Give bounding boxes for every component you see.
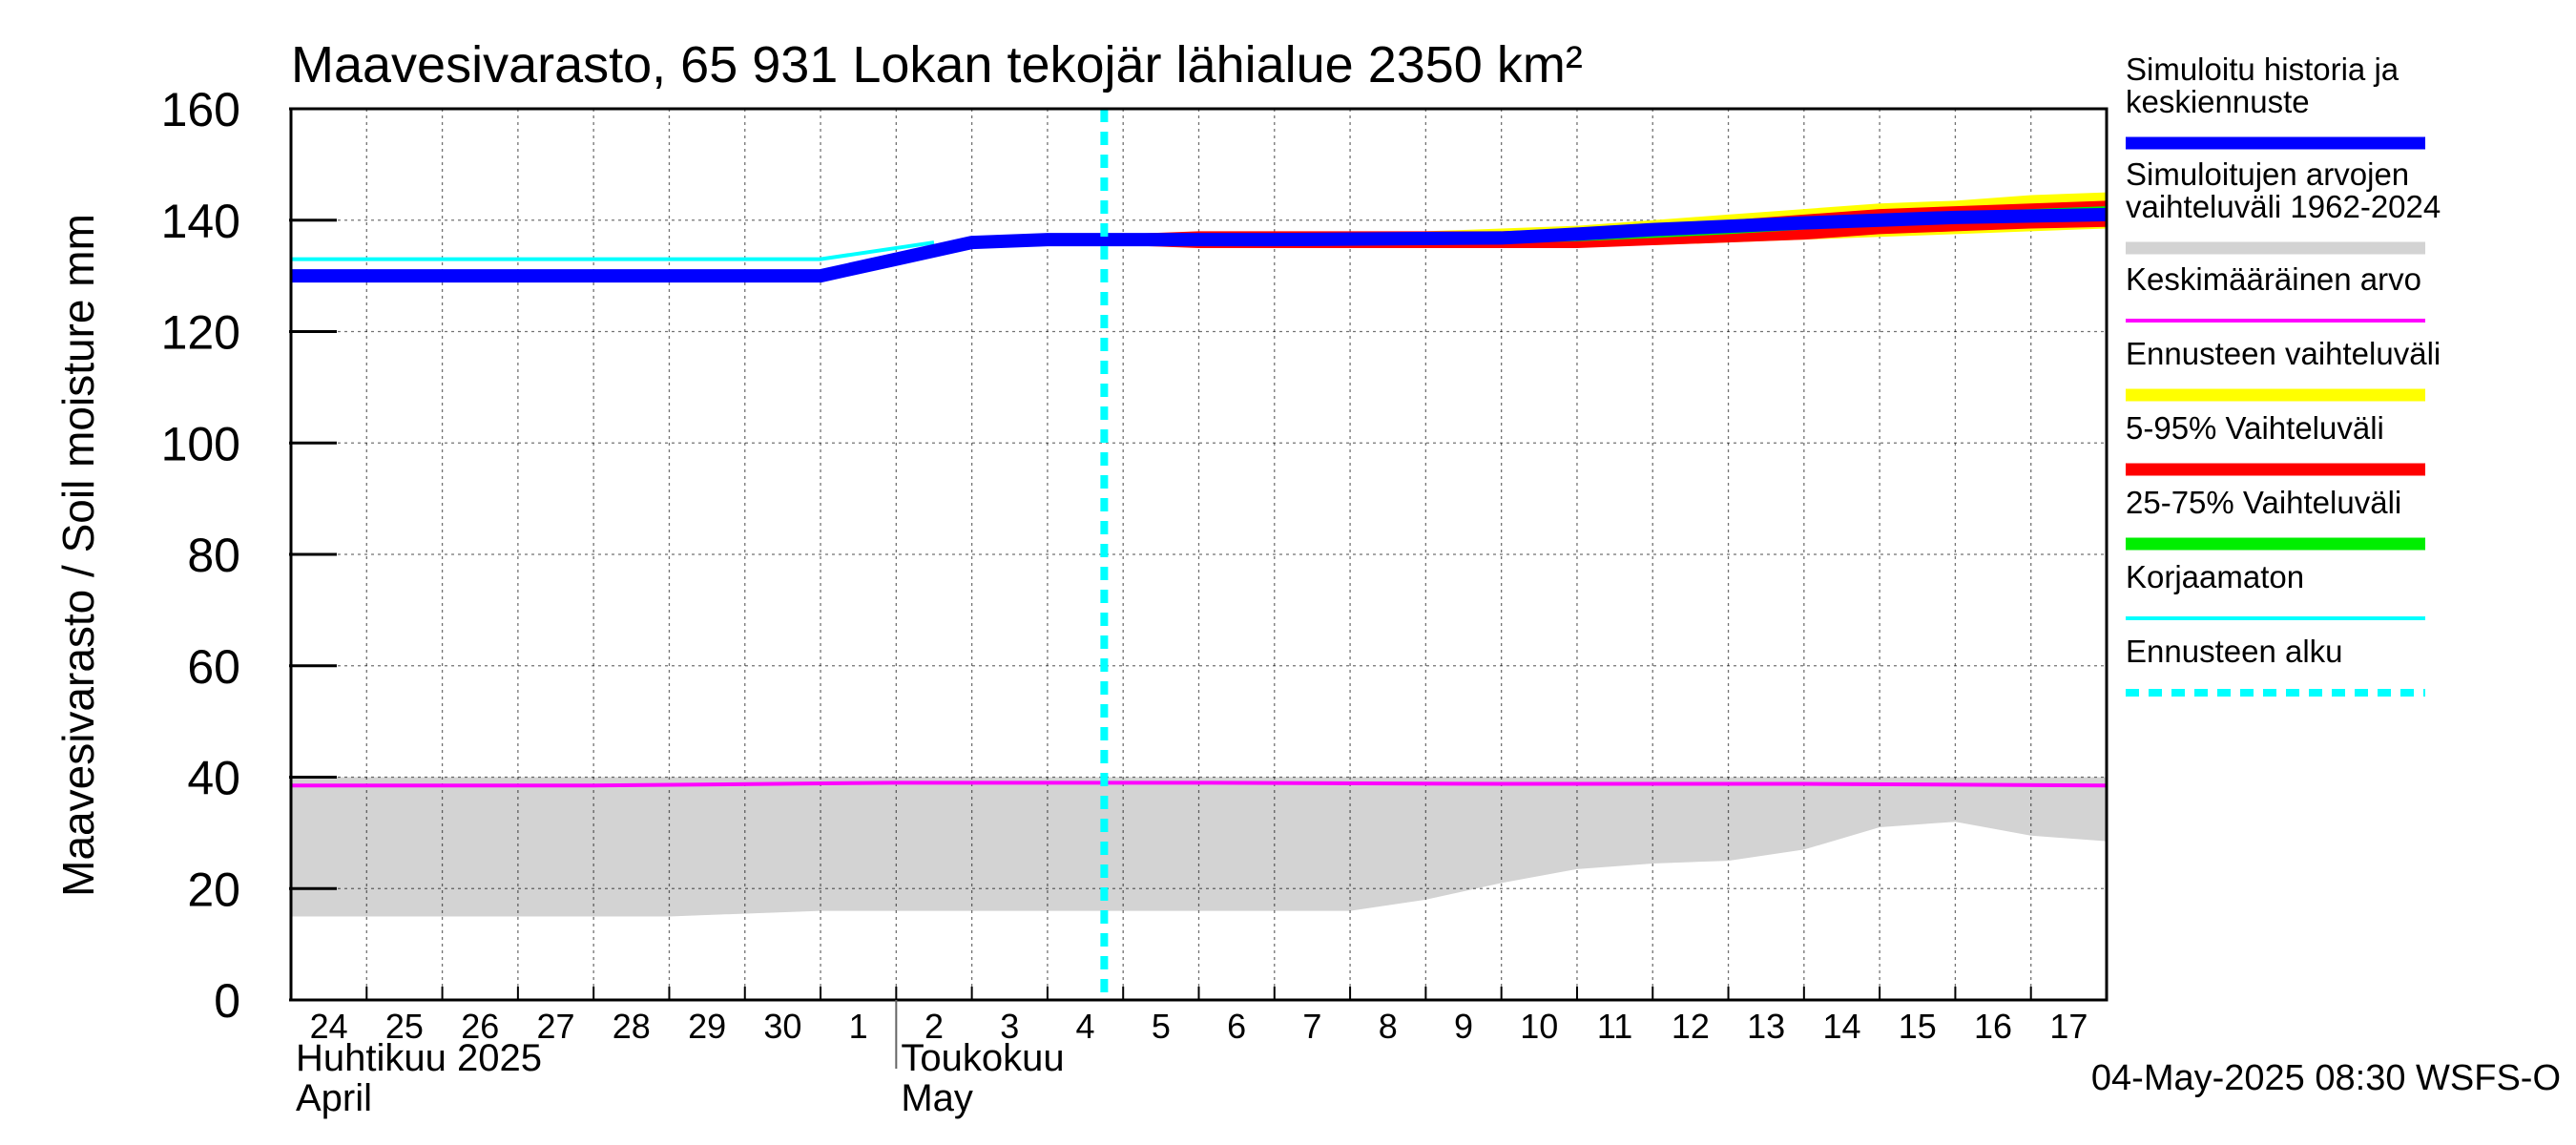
x-tick-label: 30 xyxy=(763,1007,801,1046)
x-tick-label: 7 xyxy=(1302,1007,1321,1046)
x-tick-label: 1 xyxy=(849,1007,868,1046)
legend-label: vaihteluväli 1962-2024 xyxy=(2126,189,2441,224)
chart-title: Maavesivarasto, 65 931 Lokan tekojär läh… xyxy=(291,36,1583,94)
y-tick-label: 80 xyxy=(187,529,240,582)
x-tick-label: 17 xyxy=(2049,1007,2088,1046)
legend-label: keskiennuste xyxy=(2126,84,2310,119)
x-tick-label: 29 xyxy=(688,1007,726,1046)
legend-label: Ennusteen alku xyxy=(2126,634,2343,669)
x-tick-label: 14 xyxy=(1822,1007,1860,1046)
y-tick-label: 0 xyxy=(214,974,240,1028)
series-lines xyxy=(291,109,2108,1000)
x-tick-label: 25 xyxy=(385,1007,424,1046)
x-tick-label: 4 xyxy=(1076,1007,1095,1046)
y-tick-label: 120 xyxy=(161,306,240,360)
y-tick-label: 100 xyxy=(161,417,240,470)
x-tick-label: 11 xyxy=(1597,1007,1632,1046)
uncorrected-line xyxy=(291,240,935,261)
x-tick-label: 10 xyxy=(1520,1007,1558,1046)
x-tick-label: 9 xyxy=(1454,1007,1473,1046)
month-label: Huhtikuu 2025 xyxy=(296,1037,542,1079)
month-label-english: May xyxy=(901,1077,973,1119)
mean-line xyxy=(291,781,2108,788)
month-label-english: April xyxy=(296,1077,372,1119)
x-tick-label: 8 xyxy=(1379,1007,1398,1046)
month-label: Toukokuu xyxy=(901,1037,1064,1079)
legend-label: Simuloitu historia ja xyxy=(2126,52,2399,87)
legend-label: Simuloitujen arvojen xyxy=(2126,156,2409,192)
y-axis-label: Maavesivarasto / Soil moisture mm xyxy=(53,214,103,897)
x-tick-label: 28 xyxy=(613,1007,651,1046)
legend-label: Korjaamaton xyxy=(2126,559,2304,594)
y-tick-label: 40 xyxy=(187,752,240,805)
simulated-median-line xyxy=(291,207,2108,283)
y-tick-label: 20 xyxy=(187,863,240,916)
legend-label: 5-95% Vaihteluväli xyxy=(2126,410,2384,446)
x-tick-label: 26 xyxy=(461,1007,499,1046)
x-tick-label: 2 xyxy=(924,1007,944,1046)
y-tick-label: 60 xyxy=(187,640,240,694)
x-tick-label: 15 xyxy=(1899,1007,1937,1046)
legend-label: Ennusteen vaihteluväli xyxy=(2126,336,2441,371)
y-tick-label: 160 xyxy=(161,83,240,136)
footer-timestamp: 04-May-2025 08:30 WSFS-O xyxy=(2091,1058,2561,1098)
x-tick-label: 5 xyxy=(1152,1007,1171,1046)
x-tick-label: 24 xyxy=(310,1007,348,1046)
x-tick-label: 3 xyxy=(1000,1007,1019,1046)
legend-label: Keskimääräinen arvo xyxy=(2126,261,2421,297)
x-tick-label: 6 xyxy=(1227,1007,1246,1046)
y-tick-label: 140 xyxy=(161,195,240,248)
x-tick-label: 13 xyxy=(1747,1007,1785,1046)
x-tick-label: 16 xyxy=(1974,1007,2012,1046)
x-tick-label: 27 xyxy=(536,1007,574,1046)
x-tick-label: 12 xyxy=(1672,1007,1710,1046)
legend-label: 25-75% Vaihteluväli xyxy=(2126,485,2401,520)
